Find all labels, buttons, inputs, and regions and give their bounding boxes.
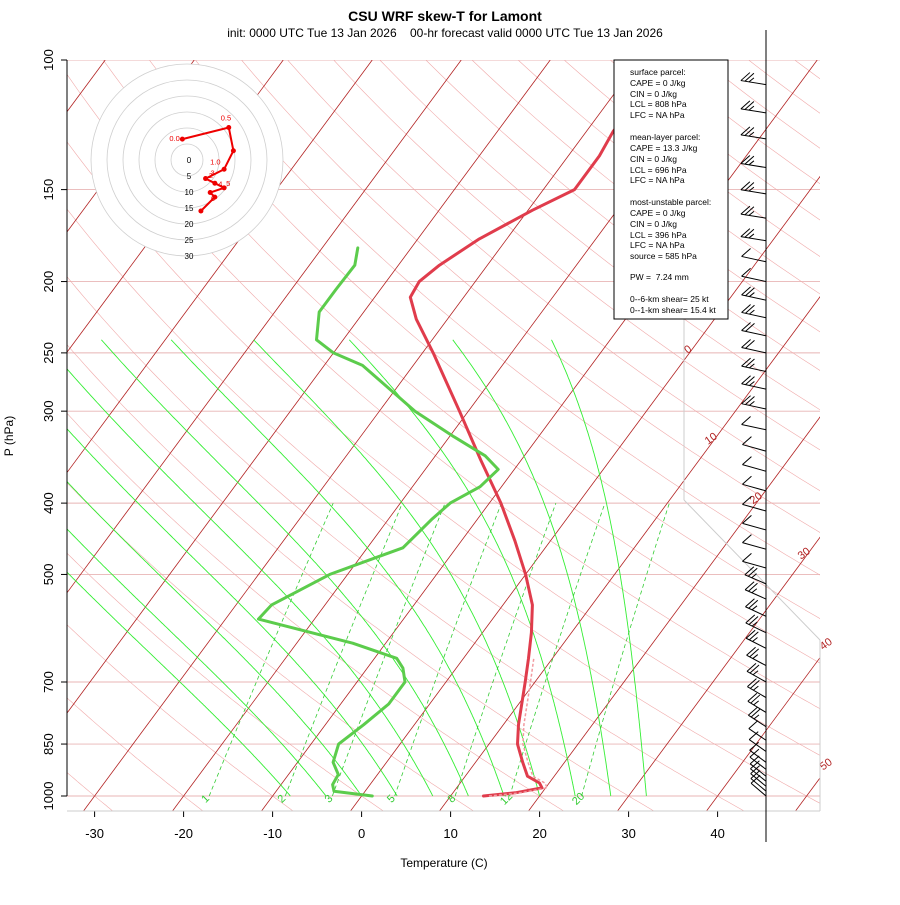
most-unstable-title: most-unstable parcel: (630, 197, 711, 207)
shear-0-1km: 0--1-km shear= 15.4 kt (630, 305, 716, 315)
y-tick-label: 1000 (41, 782, 56, 811)
surface-title: surface parcel: (630, 67, 686, 77)
hodograph-point-label: 0.0 (169, 134, 179, 143)
hodograph-point-label: 5 (226, 179, 230, 188)
hodograph-point (203, 176, 208, 181)
x-axis-label: Temperature (C) (400, 856, 487, 870)
x-tick-label: -20 (174, 826, 193, 841)
hodograph-point-label: 3 (211, 169, 215, 178)
chart-subtitle: init: 0000 UTC Tue 13 Jan 2026 00-hr for… (227, 26, 663, 40)
y-tick-label: 100 (41, 49, 56, 71)
y-tick-label: 300 (41, 400, 56, 422)
shear-0-6km: 0--6-km shear= 25 kt (630, 294, 709, 304)
mean-layer-lcl: LCL = 696 hPa (630, 165, 687, 175)
mean-layer-title: mean-layer parcel: (630, 132, 700, 142)
x-tick-label: 40 (710, 826, 724, 841)
hodograph-point-label: 4 (218, 179, 222, 188)
hodograph-point (212, 181, 217, 186)
y-tick-label: 700 (41, 671, 56, 693)
hodograph-ring-label: 20 (185, 220, 194, 229)
precipitable-water: PW = 7.24 mm (630, 272, 689, 282)
surface-cin: CIN = 0 J/kg (630, 89, 677, 99)
y-tick-label: 400 (41, 492, 56, 514)
x-tick-label: -10 (263, 826, 282, 841)
y-tick-label: 500 (41, 564, 56, 586)
most-unstable-cape: CAPE = 0 J/kg (630, 208, 686, 218)
surface-cape: CAPE = 0 J/kg (630, 78, 686, 88)
y-axis-label: P (hPa) (2, 416, 16, 456)
hodograph-point (180, 137, 185, 142)
hodograph-point (222, 167, 227, 172)
surface-lcl: LCL = 808 hPa (630, 99, 687, 109)
most-unstable-lfc: LFC = NA hPa (630, 240, 685, 250)
most-unstable-cin: CIN = 0 J/kg (630, 219, 677, 229)
x-tick-label: 20 (532, 826, 546, 841)
mean-layer-cape: CAPE = 13.3 J/kg (630, 143, 698, 153)
x-tick-label: -30 (85, 826, 104, 841)
y-tick-label: 150 (41, 179, 56, 201)
hodograph-ring-label: 15 (185, 204, 194, 213)
hodograph-ring-label: 5 (187, 172, 192, 181)
x-tick-label: 0 (358, 826, 365, 841)
x-tick-label: 10 (443, 826, 457, 841)
hodograph-point-label: 1.0 (210, 157, 220, 166)
hodograph-ring-label: 0 (187, 156, 192, 165)
parcel-stats-box: surface parcel: CAPE = 0 J/kg CIN = 0 J/… (614, 60, 728, 319)
x-tick-label: 30 (621, 826, 635, 841)
mean-layer-cin: CIN = 0 J/kg (630, 154, 677, 164)
chart-title: CSU WRF skew-T for Lamont (348, 8, 542, 24)
hodograph-point (231, 148, 236, 153)
hodograph-ring-label: 10 (185, 188, 194, 197)
hodograph-point (226, 125, 231, 130)
hodograph-point-label: 6 (211, 194, 215, 203)
y-tick-label: 850 (41, 733, 56, 755)
hodograph-point (198, 209, 203, 214)
y-tick-label: 250 (41, 342, 56, 364)
hodograph-ring-label: 25 (185, 236, 194, 245)
surface-lfc: LFC = NA hPa (630, 110, 685, 120)
most-unstable-source: source = 585 hPa (630, 251, 697, 261)
hodograph-point-label: 0.5 (221, 114, 231, 123)
most-unstable-lcl: LCL = 396 hPa (630, 230, 687, 240)
y-tick-label: 200 (41, 271, 56, 293)
mean-layer-lfc: LFC = NA hPa (630, 175, 685, 185)
hodograph-ring-label: 30 (185, 252, 194, 261)
